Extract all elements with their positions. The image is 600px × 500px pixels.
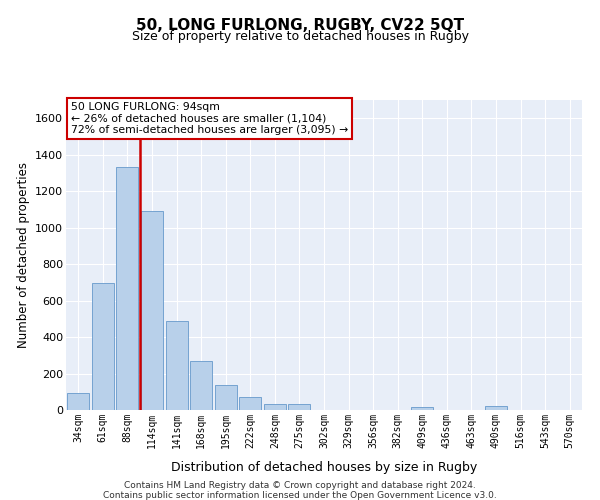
Text: Contains public sector information licensed under the Open Government Licence v3: Contains public sector information licen…: [103, 490, 497, 500]
Bar: [141, 211, 163, 410]
Bar: [215, 386, 237, 410]
Bar: [485, 406, 507, 410]
Text: Contains HM Land Registry data © Crown copyright and database right 2024.: Contains HM Land Registry data © Crown c…: [124, 482, 476, 490]
Bar: [116, 168, 139, 410]
Bar: [239, 397, 262, 410]
Bar: [190, 361, 212, 410]
Text: 50 LONG FURLONG: 94sqm
← 26% of detached houses are smaller (1,104)
72% of semi-: 50 LONG FURLONG: 94sqm ← 26% of detached…: [71, 102, 349, 134]
Y-axis label: Number of detached properties: Number of detached properties: [17, 162, 29, 348]
Text: 50, LONG FURLONG, RUGBY, CV22 5QT: 50, LONG FURLONG, RUGBY, CV22 5QT: [136, 18, 464, 32]
Bar: [411, 408, 433, 410]
Bar: [264, 404, 286, 410]
Text: Size of property relative to detached houses in Rugby: Size of property relative to detached ho…: [131, 30, 469, 43]
Bar: [92, 284, 114, 410]
Bar: [67, 392, 89, 410]
Bar: [166, 320, 188, 410]
Text: Distribution of detached houses by size in Rugby: Distribution of detached houses by size …: [171, 461, 477, 474]
Bar: [289, 404, 310, 410]
